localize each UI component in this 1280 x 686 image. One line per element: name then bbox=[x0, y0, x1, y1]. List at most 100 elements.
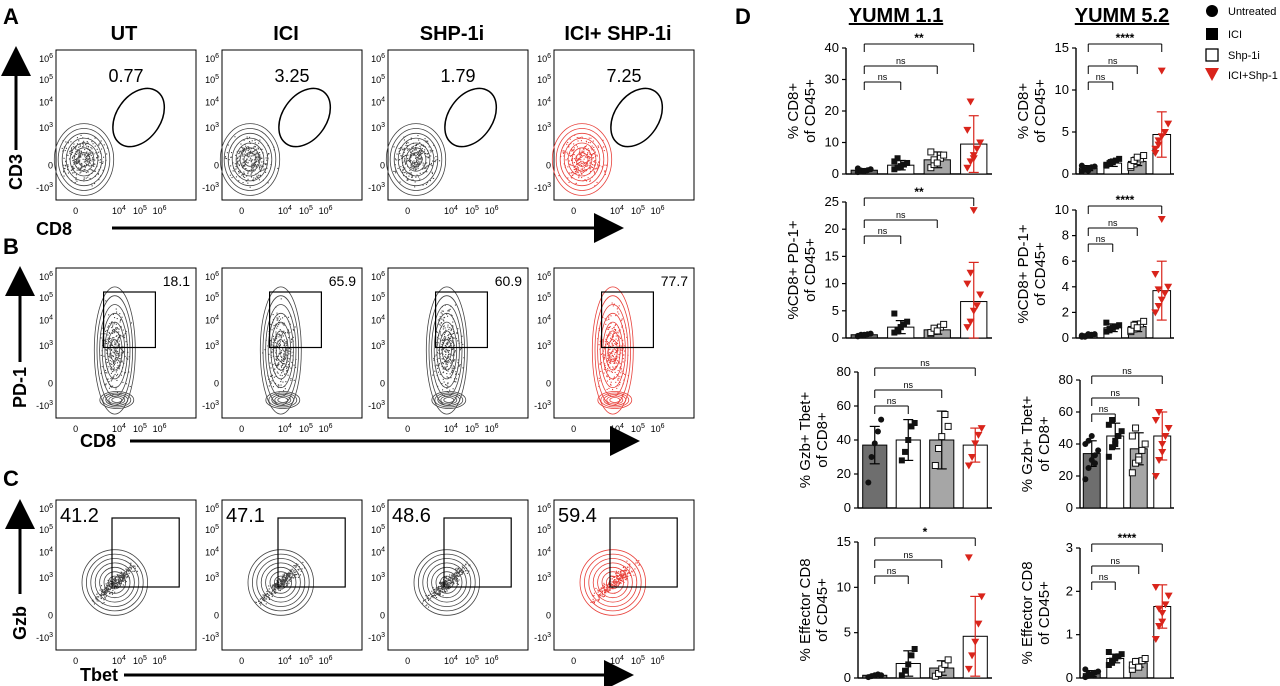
flow-event-dot bbox=[246, 149, 248, 151]
flow-event-dot bbox=[576, 170, 578, 172]
flow-event-dot bbox=[279, 351, 281, 353]
flow-event-dot bbox=[606, 376, 608, 378]
flow-event-dot bbox=[452, 578, 454, 580]
flow-event-dot bbox=[113, 323, 115, 325]
flow-event-dot bbox=[253, 146, 255, 148]
flow-event-dot bbox=[427, 153, 429, 155]
flow-event-dot bbox=[405, 176, 407, 178]
flow-event-dot bbox=[583, 149, 585, 151]
flow-contour-line bbox=[109, 339, 120, 362]
flow-tick-exponent: 6 bbox=[381, 503, 385, 510]
flow-event-dot bbox=[446, 342, 448, 344]
flow-event-dot bbox=[405, 144, 407, 146]
flow-event-dot bbox=[118, 328, 120, 330]
flow-event-dot bbox=[102, 169, 104, 171]
flow-event-dot bbox=[250, 150, 252, 152]
flow-event-dot bbox=[110, 342, 112, 344]
flow-event-dot bbox=[401, 157, 403, 159]
y-axis-title: %CD8+ PD-1+of CD45+ bbox=[785, 220, 819, 319]
flow-event-dot bbox=[109, 323, 111, 325]
flow-event-dot bbox=[272, 349, 274, 351]
flow-event-dot bbox=[608, 582, 610, 584]
flow-event-dot bbox=[417, 163, 419, 165]
flow-event-dot bbox=[88, 153, 90, 155]
flow-event-dot bbox=[101, 591, 103, 593]
flow-event-dot bbox=[105, 384, 107, 386]
flow-event-dot bbox=[415, 164, 417, 166]
flow-event-dot bbox=[113, 364, 115, 366]
flow-event-dot bbox=[445, 591, 447, 593]
flow-tick-exponent: 6 bbox=[215, 53, 219, 60]
flow-event-dot bbox=[101, 593, 103, 595]
flow-event-dot bbox=[113, 370, 115, 372]
flow-event-dot bbox=[584, 146, 586, 148]
flow-event-dot bbox=[574, 158, 576, 160]
flow-event-dot bbox=[584, 171, 586, 173]
flow-event-dot bbox=[450, 365, 452, 367]
flow-event-dot bbox=[273, 592, 275, 594]
flow-event-dot bbox=[282, 580, 284, 582]
flow-event-dot bbox=[612, 334, 614, 336]
flow-event-dot bbox=[594, 151, 596, 153]
flow-event-dot bbox=[430, 597, 432, 599]
flow-event-dot bbox=[437, 342, 439, 344]
flow-y-tick-label: 106 bbox=[537, 503, 551, 514]
flow-event-dot bbox=[616, 576, 618, 578]
flow-event-dot bbox=[574, 172, 576, 174]
flow-contour-line bbox=[440, 395, 458, 405]
flow-event-dot bbox=[260, 601, 262, 603]
flow-event-dot bbox=[448, 339, 450, 341]
flow-event-dot bbox=[624, 573, 626, 575]
flow-event-dot bbox=[615, 315, 617, 317]
flow-event-dot bbox=[610, 352, 612, 354]
flow-tick-exponent: 3 bbox=[49, 400, 53, 407]
data-point-ici bbox=[1106, 327, 1113, 334]
flow-event-dot bbox=[603, 586, 605, 588]
flow-event-dot bbox=[615, 580, 617, 582]
flow-event-dot bbox=[600, 353, 602, 355]
flow-event-dot bbox=[281, 331, 283, 333]
flow-y-tick-label: 104 bbox=[39, 97, 53, 108]
flow-event-dot bbox=[624, 577, 626, 579]
flow-contour-line bbox=[81, 549, 149, 616]
flow-event-dot bbox=[438, 588, 440, 590]
flow-y-tick-label: -103 bbox=[202, 182, 219, 193]
flow-event-dot bbox=[114, 331, 116, 333]
flow-event-dot bbox=[246, 155, 248, 157]
flow-event-dot bbox=[583, 161, 585, 163]
flow-event-dot bbox=[247, 178, 249, 180]
flow-event-dot bbox=[266, 598, 268, 600]
flow-event-dot bbox=[617, 356, 619, 358]
flow-event-dot bbox=[243, 162, 245, 164]
flow-event-dot bbox=[605, 584, 607, 586]
flow-event-dot bbox=[105, 383, 107, 385]
flow-event-dot bbox=[226, 152, 228, 154]
flow-event-dot bbox=[105, 343, 107, 345]
flow-event-dot bbox=[408, 148, 410, 150]
flow-tick-exponent: 5 bbox=[49, 292, 53, 299]
flow-event-dot bbox=[431, 590, 433, 592]
flow-event-dot bbox=[460, 348, 462, 350]
flow-event-dot bbox=[430, 595, 432, 597]
flow-contour-line bbox=[600, 392, 630, 408]
flow-event-dot bbox=[124, 355, 126, 357]
flow-event-dot bbox=[120, 579, 122, 581]
flow-event-dot bbox=[611, 302, 613, 304]
flow-event-dot bbox=[247, 171, 249, 173]
flow-tick-exponent: 6 bbox=[495, 205, 499, 212]
flow-event-dot bbox=[625, 579, 627, 581]
flow-event-dot bbox=[113, 347, 115, 349]
flow-event-dot bbox=[418, 139, 420, 141]
data-point-combo bbox=[969, 155, 978, 163]
flow-event-dot bbox=[410, 156, 412, 158]
flow-event-dot bbox=[578, 137, 580, 139]
data-point-combo bbox=[1155, 605, 1164, 613]
flow-event-dot bbox=[431, 150, 433, 152]
flow-event-dot bbox=[287, 575, 289, 577]
flow-event-dot bbox=[67, 166, 69, 168]
flow-event-dot bbox=[592, 598, 594, 600]
flow-event-dot bbox=[609, 360, 611, 362]
flow-event-dot bbox=[437, 336, 439, 338]
flow-event-dot bbox=[287, 332, 289, 334]
